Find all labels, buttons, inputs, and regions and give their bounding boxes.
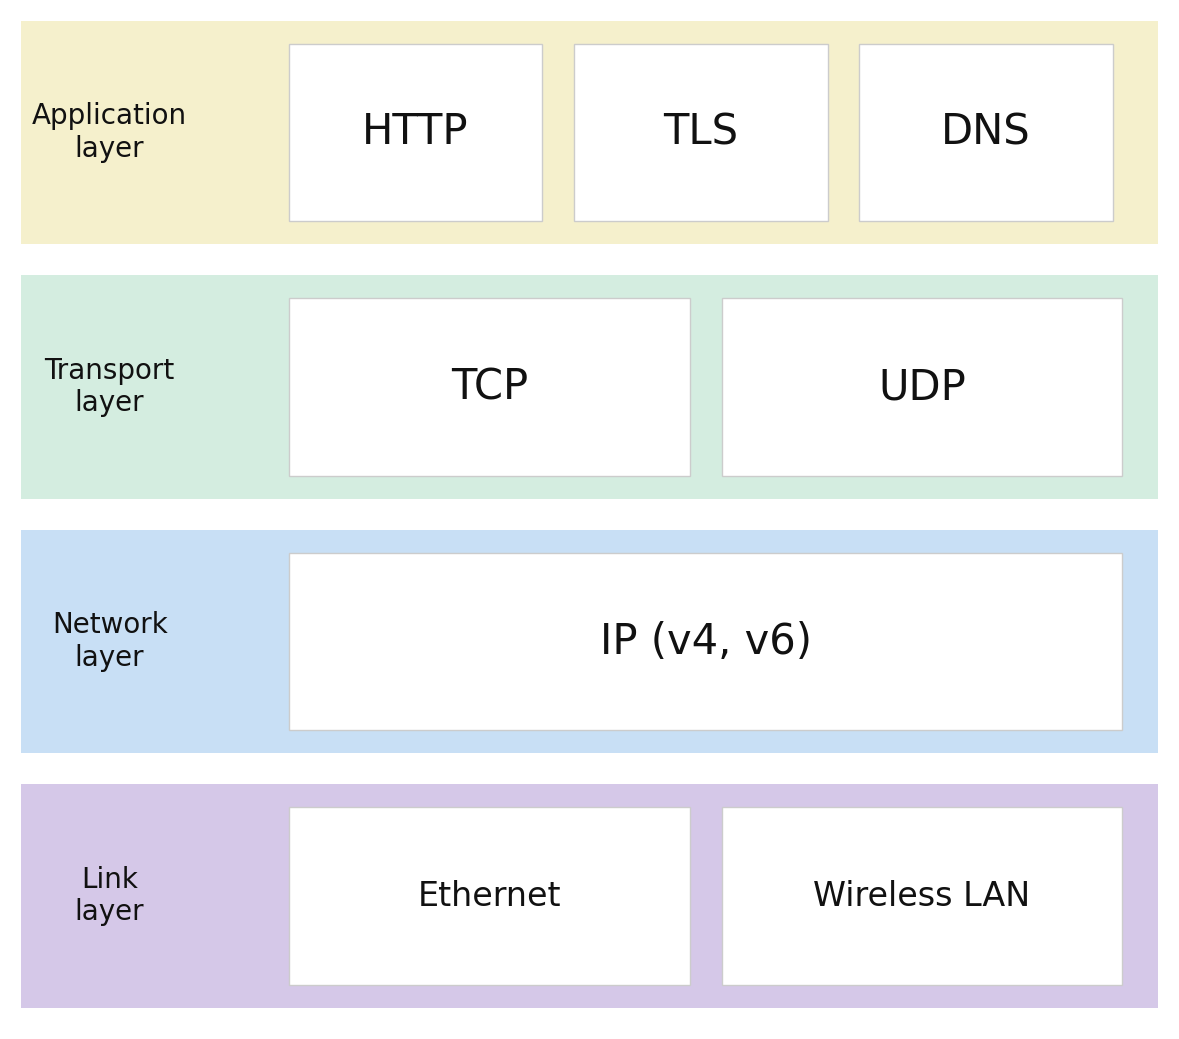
Bar: [722, 298, 1122, 476]
Bar: [21, 784, 1158, 1008]
Text: DNS: DNS: [941, 111, 1032, 154]
Text: Transport
layer: Transport layer: [45, 356, 174, 418]
Text: Network
layer: Network layer: [52, 611, 167, 672]
Text: HTTP: HTTP: [362, 111, 469, 154]
Bar: [722, 807, 1122, 985]
Bar: [21, 21, 1158, 244]
Bar: [289, 298, 690, 476]
Bar: [21, 275, 1158, 499]
Bar: [289, 807, 690, 985]
Text: Link
layer: Link layer: [74, 865, 145, 927]
Bar: [574, 44, 828, 221]
Bar: [289, 553, 1122, 730]
Text: Application
layer: Application layer: [32, 102, 187, 163]
Bar: [859, 44, 1113, 221]
Text: Ethernet: Ethernet: [417, 880, 561, 912]
Text: TCP: TCP: [450, 366, 528, 408]
Bar: [289, 44, 542, 221]
Text: Wireless LAN: Wireless LAN: [814, 880, 1030, 912]
Text: IP (v4, v6): IP (v4, v6): [600, 620, 811, 663]
Text: UDP: UDP: [878, 366, 966, 408]
Bar: [21, 530, 1158, 753]
Text: TLS: TLS: [664, 111, 738, 154]
